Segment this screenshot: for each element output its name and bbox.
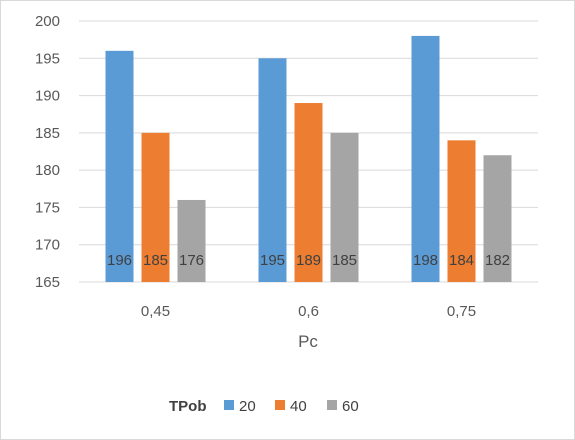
y-axis-ticks: 165 170 175 180 185 190 195 200 [35, 13, 60, 291]
legend-title: TPob [169, 398, 207, 415]
y-tick-label: 165 [35, 274, 60, 291]
data-label: 198 [413, 252, 438, 269]
y-tick-label: 200 [35, 13, 60, 30]
bar [105, 50, 134, 283]
x-axis-title: Pc [298, 332, 318, 351]
x-tick-label: 0,45 [141, 303, 170, 320]
data-label: 185 [143, 252, 168, 269]
data-label: 182 [485, 252, 510, 269]
bar [258, 58, 287, 283]
legend-swatch [224, 400, 234, 410]
data-label: 176 [179, 252, 204, 269]
bar [330, 132, 359, 282]
legend-swatch [327, 400, 337, 410]
data-label: 185 [332, 252, 357, 269]
y-tick-label: 190 [35, 88, 60, 105]
bars [105, 35, 512, 283]
legend: TPob 20 40 60 [169, 398, 359, 415]
bar [411, 35, 440, 282]
x-tick-label: 0,6 [298, 303, 319, 320]
data-label: 195 [260, 252, 285, 269]
bar [141, 132, 170, 282]
x-tick-label: 0,75 [447, 303, 476, 320]
legend-label: 20 [239, 398, 256, 415]
legend-label: 60 [342, 398, 359, 415]
x-axis-ticks: 0,45 0,6 0,75 [141, 303, 476, 320]
legend-swatch [275, 400, 285, 410]
legend-label: 40 [290, 398, 307, 415]
y-tick-label: 180 [35, 162, 60, 179]
bar [483, 155, 512, 282]
data-label: 196 [107, 252, 132, 269]
data-labels: 196 185 176 195 189 185 198 184 182 [107, 252, 510, 269]
bar [294, 103, 323, 283]
bar [177, 199, 206, 282]
y-tick-label: 185 [35, 125, 60, 142]
y-tick-label: 170 [35, 237, 60, 254]
data-label: 189 [296, 252, 321, 269]
y-tick-label: 175 [35, 199, 60, 216]
y-tick-label: 195 [35, 50, 60, 67]
data-label: 184 [449, 252, 474, 269]
bar [447, 140, 476, 282]
